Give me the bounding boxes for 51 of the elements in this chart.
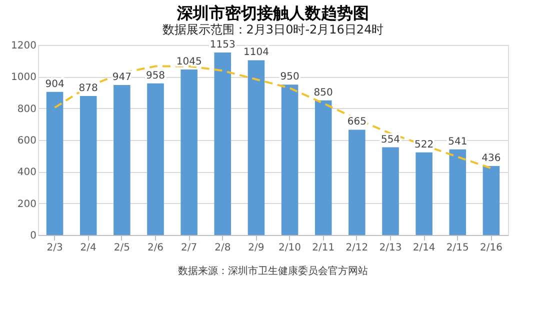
x-tick-label: 2/15 (446, 242, 469, 254)
data-label: 1045 (176, 56, 202, 68)
data-label: 958 (146, 70, 166, 82)
bar (180, 70, 198, 235)
chart-subtitle: 数据展示范围：2月3日0时-2月16日24时 (162, 22, 384, 36)
x-tick-label: 2/7 (181, 242, 198, 254)
data-label: 947 (112, 72, 132, 84)
x-tick-label: 2/13 (379, 242, 402, 254)
x-tick-label: 2/5 (114, 242, 130, 254)
y-tick-label: 0 (30, 230, 36, 242)
data-label: 950 (280, 72, 300, 83)
bar (147, 83, 164, 235)
data-label: 904 (45, 78, 64, 90)
x-tick-label: 2/14 (412, 242, 436, 254)
bar (449, 149, 466, 235)
data-label: 665 (347, 116, 366, 128)
chart-title: 深圳市密切接触人数趋势图 (176, 3, 369, 22)
data-label: 850 (314, 87, 333, 98)
bar (382, 147, 399, 235)
x-tick-label: 2/4 (80, 242, 96, 254)
x-tick-label: 2/8 (214, 242, 231, 254)
data-label: 1104 (243, 47, 269, 58)
data-label: 436 (482, 152, 501, 164)
bar (114, 85, 130, 235)
source-note: 数据来源：深圳市卫生健康委员会官方网站 (178, 265, 368, 277)
bar (80, 96, 97, 235)
x-tick-label: 2/9 (248, 242, 264, 254)
x-tick-label: 2/6 (147, 242, 164, 254)
data-label: 878 (78, 82, 98, 94)
bar (416, 152, 432, 235)
bar (46, 92, 64, 235)
y-tick-label: 1200 (11, 40, 36, 52)
data-label: 554 (380, 134, 400, 146)
y-tick-label: 1000 (11, 72, 36, 84)
x-tick-label: 2/10 (278, 242, 302, 254)
x-tick-label: 2/11 (312, 242, 335, 254)
bar (281, 84, 298, 235)
bar (348, 130, 366, 235)
bar (214, 52, 232, 235)
bar (314, 100, 332, 235)
y-tick-label: 600 (17, 136, 36, 146)
data-label: 541 (448, 136, 468, 148)
y-tick-label: 800 (17, 104, 36, 115)
bar (482, 166, 500, 235)
bar (248, 60, 265, 235)
x-tick-label: 2/16 (480, 242, 502, 254)
x-tick-label: 2/3 (46, 242, 63, 254)
x-tick-label: 2/12 (346, 242, 368, 254)
y-tick-label: 200 (17, 198, 36, 210)
y-tick-label: 400 (17, 167, 36, 178)
data-label: 1153 (210, 39, 236, 50)
